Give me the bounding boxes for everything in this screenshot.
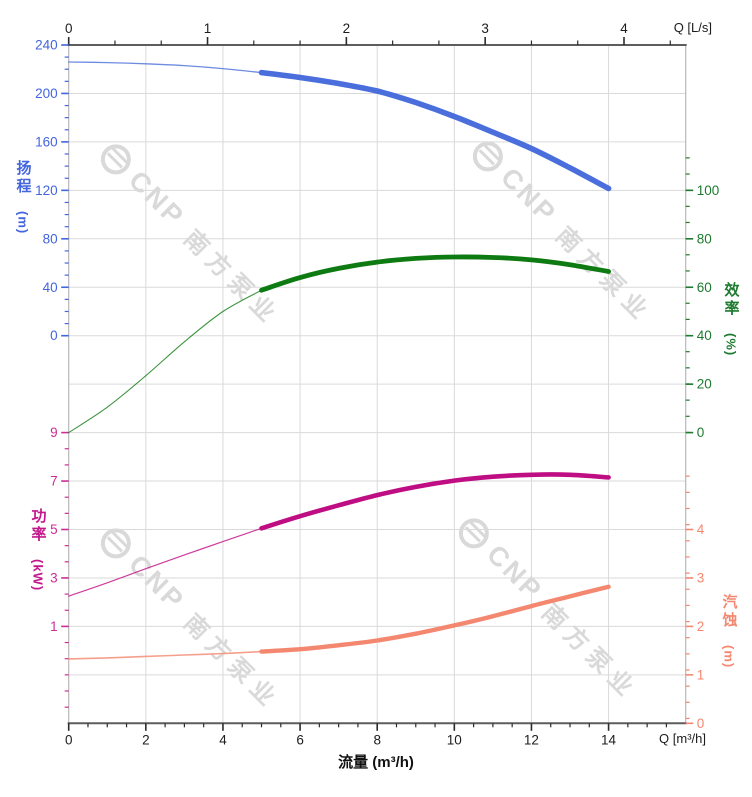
power-axis-unit: (kW)	[30, 559, 46, 592]
npsh-axis-title: 汽蚀 (m)	[720, 594, 738, 669]
tick-label: 4	[697, 522, 705, 537]
efficiency-axis: 100 80 60 40 20 0	[685, 157, 720, 440]
tick-label: 5	[50, 522, 58, 537]
tick-label: 60	[697, 280, 712, 295]
top-axis: 0 1 2 3 4	[65, 21, 671, 45]
tick-label: 3	[50, 570, 58, 585]
tick-label: 240	[35, 38, 58, 53]
tick-label: 12	[524, 732, 539, 747]
npsh-curve	[67, 584, 611, 660]
head-axis-title: 扬程 (m)	[14, 160, 32, 235]
head-axis-unit: (m)	[15, 211, 31, 235]
efficiency-axis-unit: (%)	[723, 333, 739, 357]
tick-label: 0	[65, 21, 73, 36]
npsh-axis-title-text: 汽蚀	[720, 594, 738, 630]
tick-label: 1	[697, 667, 705, 682]
flow-axis-title: 流量 (m³/h)	[338, 754, 414, 771]
efficiency-axis-title-text: 效率	[722, 282, 740, 318]
tick-label: 0	[65, 732, 73, 747]
tick-label: 4	[620, 21, 628, 36]
power-axis-title: 功率 (kW)	[29, 508, 47, 592]
tick-label: 0	[50, 328, 58, 343]
power-axis-title-text: 功率	[29, 508, 47, 544]
power-axis: 9 7 5 3 1	[50, 425, 69, 708]
efficiency-curve	[68, 254, 611, 434]
npsh-axis-unit: (m)	[721, 645, 737, 669]
power-curve	[68, 472, 611, 597]
bottom-axis-unit-label: Q [m³/h]	[659, 731, 706, 746]
tick-label: 6	[296, 732, 304, 747]
tick-label: 2	[343, 21, 351, 36]
tick-label: 120	[35, 183, 58, 198]
head-axis: 240 200 160 120 80 40 0	[35, 38, 69, 343]
tick-label: 0	[697, 425, 705, 440]
efficiency-axis-title: 效率 (%)	[722, 282, 740, 357]
tick-label: 40	[43, 280, 58, 295]
tick-label: 10	[447, 732, 462, 747]
tick-label: 4	[219, 732, 227, 747]
bottom-axis: 0 2 4 6 8 10 12 14	[65, 723, 668, 747]
tick-label: 0	[697, 716, 705, 731]
tick-label: 2	[697, 619, 705, 634]
grid-lines	[68, 45, 686, 724]
tick-label: 40	[697, 328, 712, 343]
head-axis-title-text: 扬程	[14, 160, 32, 196]
top-axis-unit-label: Q [L/s]	[673, 20, 712, 35]
tick-label: 200	[35, 86, 58, 101]
tick-label: 80	[43, 231, 58, 246]
tick-label: 7	[50, 474, 58, 489]
head-curve	[68, 61, 612, 192]
tick-label: 100	[697, 183, 720, 198]
tick-label: 2	[142, 732, 150, 747]
npsh-axis: 4 3 2 1 0	[685, 475, 705, 731]
tick-label: 20	[697, 377, 712, 392]
tick-label: 3	[697, 570, 705, 585]
tick-label: 3	[481, 21, 489, 36]
tick-label: 8	[373, 732, 381, 747]
tick-label: 1	[50, 619, 58, 634]
tick-label: 80	[697, 231, 712, 246]
tick-label: 14	[601, 732, 617, 747]
tick-label: 160	[35, 134, 58, 149]
tick-label: 9	[50, 425, 58, 440]
tick-label: 1	[204, 21, 212, 36]
